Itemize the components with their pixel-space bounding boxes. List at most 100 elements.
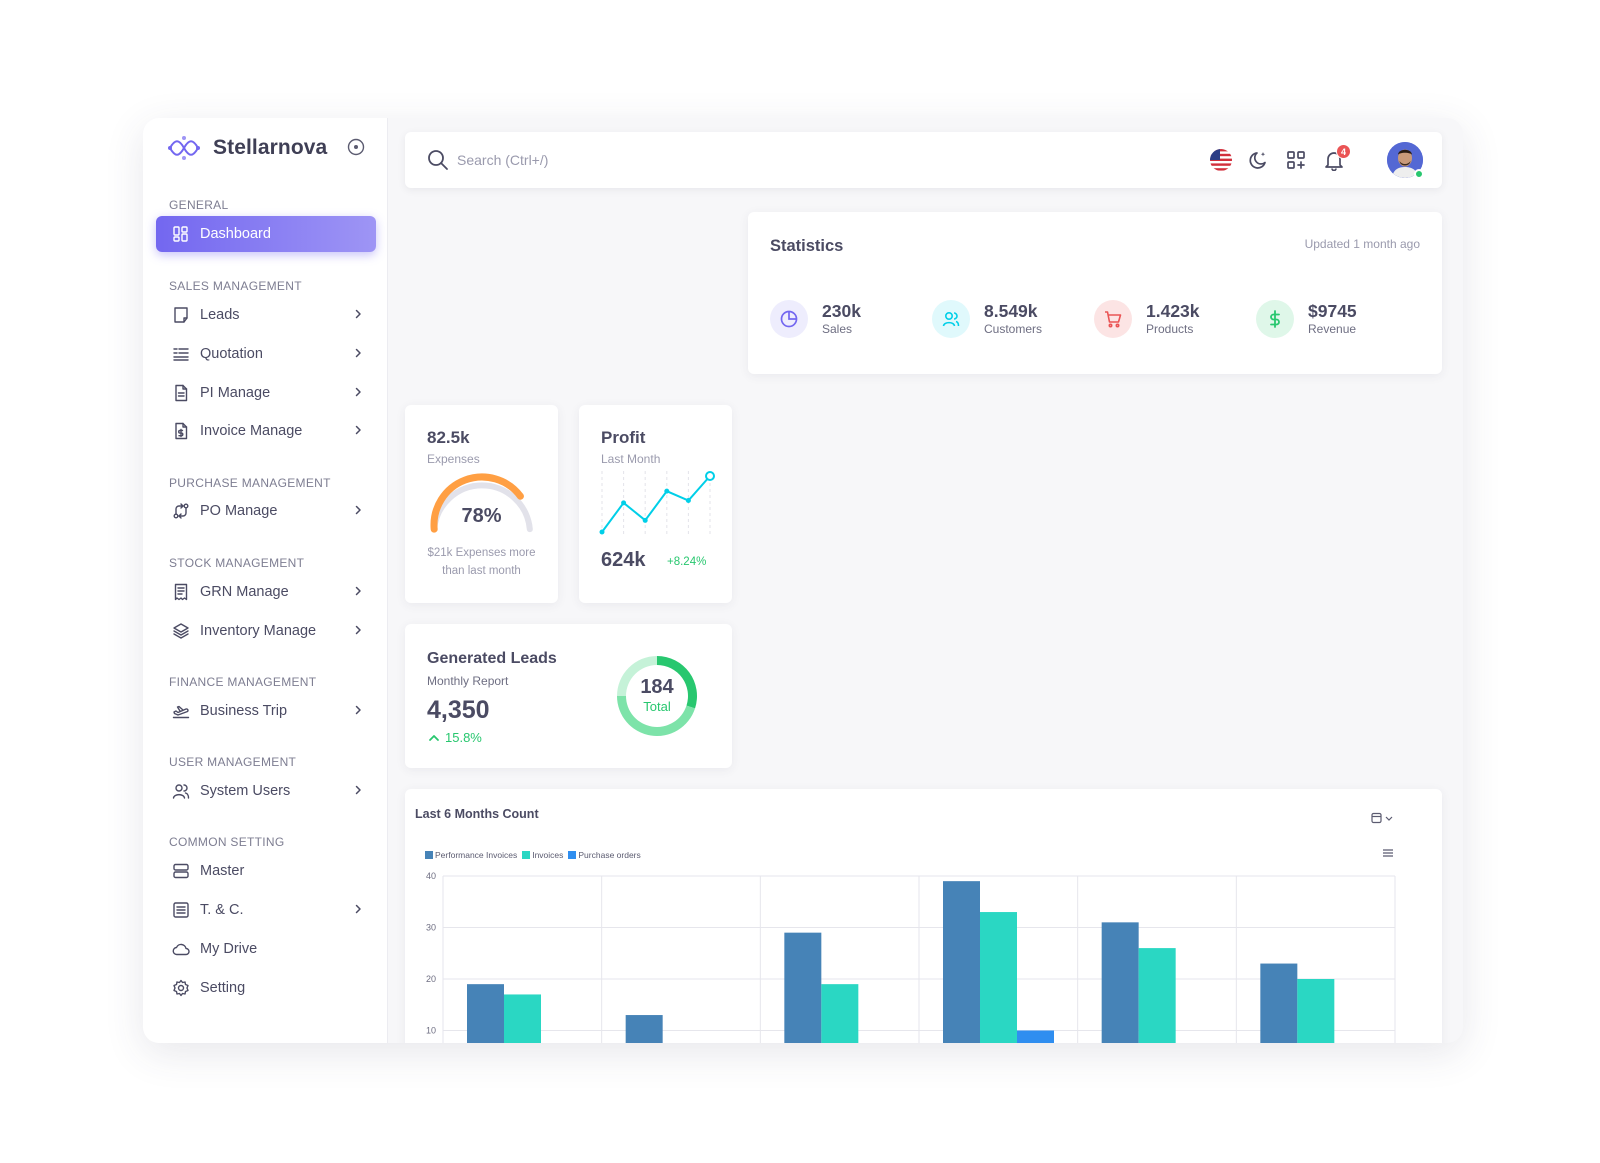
sidebar-item-label: Inventory Manage [200, 623, 317, 639]
users-icon [172, 782, 190, 800]
leads-icon [172, 306, 190, 324]
app-name: Stellarnova [213, 136, 328, 159]
sidebar-item-t-c[interactable]: T. & C. [156, 892, 376, 928]
legend-swatch [425, 851, 433, 859]
chevron-up-icon [429, 734, 439, 741]
users-icon [932, 300, 970, 338]
sidebar-item-label: T. & C. [200, 902, 244, 918]
stat-label: Revenue [1308, 322, 1357, 336]
bar-invoices[interactable] [1138, 948, 1176, 1043]
donut-label: Total [643, 699, 671, 714]
list-icon [172, 901, 190, 919]
sidebar-item-system-users[interactable]: System Users [156, 773, 376, 809]
calendar-dropdown-icon[interactable] [1371, 811, 1395, 825]
bar-invoices[interactable] [504, 994, 541, 1043]
apps-grid-icon[interactable] [1284, 148, 1308, 172]
leads-change-value: 15.8% [445, 730, 482, 745]
stat-label: Products [1146, 322, 1194, 336]
chevron-right-icon [355, 348, 361, 358]
profit-sparkline [599, 471, 715, 537]
generated-leads-card: Generated Leads Monthly Report 4,350 15.… [405, 624, 732, 768]
bar-invoices[interactable] [980, 912, 1017, 1043]
bar-performance-invoices[interactable] [943, 881, 980, 1043]
chevron-right-icon [355, 705, 361, 715]
bar-performance-invoices[interactable] [784, 932, 822, 1043]
sidebar-item-business-trip[interactable]: Business Trip [156, 693, 376, 729]
bar-invoices[interactable] [1297, 979, 1335, 1043]
sidebar-item-label: My Drive [200, 941, 258, 957]
expenses-value: 82.5k [427, 428, 470, 447]
leads-value: 4,350 [427, 696, 490, 724]
leads-change: 15.8% [427, 730, 482, 745]
gear-icon [172, 979, 190, 997]
language-flag-icon[interactable] [1209, 148, 1233, 172]
sidebar-item-label: GRN Manage [200, 584, 289, 600]
leads-donut [617, 656, 697, 736]
sparkline-point [621, 500, 627, 506]
sidebar-item-po-manage[interactable]: PO Manage [156, 493, 376, 529]
chevron-right-icon [355, 505, 361, 515]
server-icon [172, 862, 190, 880]
chart-legend: Performance Invoices Invoices Purchase o… [425, 850, 646, 860]
sidebar-toggle-icon[interactable] [347, 138, 365, 156]
sidebar-item-label: PI Manage [200, 385, 271, 401]
legend-item[interactable]: Performance Invoices [425, 850, 517, 860]
expenses-note: $21k Expenses more than last month [427, 547, 536, 577]
sidebar-item-master[interactable]: Master [156, 853, 376, 889]
sidebar-item-my-drive[interactable]: My Drive [156, 931, 376, 967]
sidebar-item-pi-manage[interactable]: PI Manage [156, 375, 376, 411]
bar-chart: 40 30 20 10 [426, 871, 1396, 1044]
sidebar-item-label: Invoice Manage [200, 423, 303, 439]
sidebar-section-title: GENERAL [169, 198, 229, 212]
legend-item[interactable]: Invoices [522, 850, 563, 860]
bar-invoices[interactable] [821, 984, 859, 1043]
search-icon[interactable] [427, 149, 449, 171]
statistics-updated: Updated 1 month ago [1304, 237, 1420, 251]
sidebar-item-dashboard[interactable]: Dashboard [156, 216, 376, 252]
sidebar-item-setting[interactable]: Setting [156, 970, 376, 1006]
donut-segment [617, 656, 657, 696]
legend-label: Purchase orders [578, 850, 641, 860]
chevron-right-icon [355, 904, 361, 914]
sidebar-item-label: Setting [200, 980, 246, 996]
stat-value: 1.423k [1146, 301, 1200, 321]
stat-value: 8.549k [984, 301, 1038, 321]
bar-performance-invoices[interactable] [1101, 922, 1139, 1043]
gauge-track [431, 482, 533, 533]
sparkline-point [705, 471, 715, 481]
sidebar-item-label: System Users [200, 783, 291, 799]
bar-performance-invoices[interactable] [1260, 963, 1298, 1043]
invoice-icon [172, 422, 190, 440]
search-input[interactable] [457, 146, 957, 174]
sidebar-item-invoice-manage[interactable]: Invoice Manage [156, 413, 376, 449]
cart-icon [1094, 300, 1132, 338]
bar-performance-invoices[interactable] [467, 984, 504, 1043]
sparkline-point [599, 529, 605, 535]
sidebar-item-quotation[interactable]: Quotation [156, 336, 376, 372]
legend-swatch [568, 851, 577, 859]
sidebar-item-label: Leads [200, 307, 240, 323]
expenses-label: Expenses [427, 452, 480, 466]
sparkline-point [642, 517, 648, 523]
notification-bell-icon[interactable]: 4 [1322, 144, 1351, 172]
stat-revenue: $9745 Revenue [1256, 300, 1357, 338]
gauge-fill [430, 473, 524, 533]
legend-item[interactable]: Purchase orders [568, 850, 641, 860]
notification-badge: 4 [1336, 144, 1351, 159]
theme-moon-icon[interactable] [1247, 148, 1271, 172]
sidebar-item-leads[interactable]: Leads [156, 297, 376, 333]
chevron-right-icon [355, 425, 361, 435]
chevron-right-icon [355, 586, 361, 596]
stat-sales: 230k Sales [770, 300, 861, 338]
brand[interactable]: Stellarnova [167, 132, 327, 164]
bar-performance-invoices[interactable] [625, 1015, 663, 1043]
donut-segment [657, 656, 697, 709]
sidebar-section-title: COMMON SETTING [169, 835, 285, 849]
sidebar-item-grn-manage[interactable]: GRN Manage [156, 574, 376, 610]
cloud-icon [172, 940, 190, 958]
bar-purchase-orders[interactable] [1017, 1030, 1054, 1044]
chart-menu-icon[interactable] [1381, 847, 1395, 859]
donut-segment [617, 696, 696, 736]
sidebar-item-inventory-manage[interactable]: Inventory Manage [156, 613, 376, 649]
dashboard-icon [172, 225, 190, 243]
